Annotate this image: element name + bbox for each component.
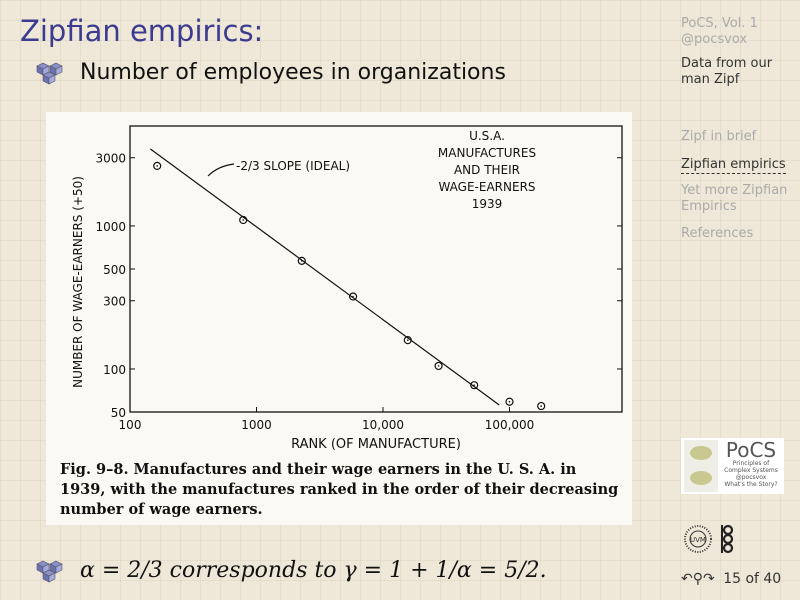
redo-icon[interactable]: ↷ bbox=[703, 571, 715, 587]
x-tick-label: 10,000 bbox=[362, 418, 404, 432]
bullet-text: Number of employees in organizations bbox=[80, 60, 506, 85]
chart: 100 1000 10,000 100,0005010030050010003000-… bbox=[71, 125, 623, 452]
x-axis-label: RANK (OF MANUFACTURE) bbox=[291, 437, 461, 452]
vermont-complex-systems-icon bbox=[721, 524, 734, 554]
sidebar-item-yet-more[interactable]: Yet more Zipfian Empirics bbox=[681, 183, 788, 214]
bullet-item: Number of employees in organizations bbox=[36, 60, 506, 85]
sidebar-subtitle: Data from our man Zipf bbox=[681, 56, 773, 87]
page-number: 15 of 40 bbox=[723, 571, 782, 587]
data-point-center bbox=[406, 339, 409, 341]
sidebar-item-zipf-in-brief[interactable]: Zipf in brief bbox=[681, 129, 757, 144]
data-point bbox=[239, 215, 248, 225]
x-tick-label: 100,000 bbox=[485, 418, 535, 432]
y-tick-label: 50 bbox=[111, 406, 126, 420]
bullet-item: α = 2/3 corresponds to γ = 1 + 1/α = 5/2… bbox=[36, 558, 547, 583]
svg-text:UVM: UVM bbox=[690, 536, 706, 544]
data-point-center bbox=[437, 365, 440, 367]
uvm-seal-icon: UVM bbox=[684, 525, 712, 553]
annotation-arrow bbox=[207, 163, 235, 177]
fish-icon bbox=[684, 440, 718, 492]
logo-text: Principles of Complex Systems @pocsvox What… bbox=[724, 460, 778, 488]
x-tick-label: 100 bbox=[119, 418, 142, 432]
y-tick-label: 500 bbox=[103, 263, 126, 277]
x-tick-label: 1000 bbox=[241, 418, 272, 432]
sidebar-course: PoCS, Vol. 1 bbox=[681, 16, 758, 31]
data-point bbox=[153, 161, 162, 170]
y-tick-label: 3000 bbox=[95, 152, 126, 166]
figure-caption: Fig. 9–8. Manufactures and their wage ea… bbox=[60, 461, 619, 518]
chart-title-line: AND THEIR bbox=[454, 163, 520, 177]
search-icon[interactable]: ⚲ bbox=[692, 571, 703, 587]
sidebar-handle: @pocsvox bbox=[681, 32, 748, 47]
pocs-logo: PoCS Principles of Complex Systems @pocsvo… bbox=[681, 438, 784, 494]
cube-bullet-icon bbox=[36, 62, 63, 84]
slide-title: Zipfian empirics: bbox=[20, 14, 264, 48]
data-point-center bbox=[300, 260, 303, 262]
figure: 100 1000 10,000 100,000 50 100 300 500 1000 3000-… bbox=[46, 112, 632, 525]
chart-title-line: MANUFACTURES bbox=[438, 146, 536, 160]
footer-nav: ↶⚲↷ 15 of 40 bbox=[681, 571, 781, 587]
data-point bbox=[434, 361, 443, 371]
chart-title-line: WAGE-EARNERS bbox=[438, 180, 535, 194]
data-point bbox=[348, 292, 358, 301]
data-point-center bbox=[473, 384, 476, 386]
data-point bbox=[470, 381, 479, 390]
logo-name: PoCS bbox=[725, 438, 777, 462]
y-tick-label: 1000 bbox=[95, 220, 126, 234]
data-point bbox=[537, 401, 546, 411]
data-point bbox=[297, 256, 306, 265]
sidebar-item-zipfian-empirics[interactable]: Zipfian empirics bbox=[681, 157, 786, 174]
chart-title-line: 1939 bbox=[472, 197, 503, 211]
data-point-center bbox=[156, 165, 158, 167]
ideal-slope-line bbox=[150, 148, 500, 406]
y-tick-label: 100 bbox=[103, 363, 126, 377]
undo-icon[interactable]: ↶ bbox=[681, 571, 693, 587]
slope-annotation: -2/3 SLOPE (IDEAL) bbox=[236, 159, 350, 173]
data-point-center bbox=[352, 295, 354, 298]
y-axis-label: NUMBER OF WAGE-EARNERS (+50) bbox=[71, 176, 85, 388]
plot-frame bbox=[129, 125, 623, 413]
sidebar-item-references[interactable]: References bbox=[681, 226, 754, 241]
cube-bullet-icon bbox=[36, 560, 63, 582]
data-point-center bbox=[508, 400, 511, 403]
chart-title-line: U.S.A. bbox=[469, 129, 505, 143]
data-point bbox=[505, 397, 514, 406]
data-point-center bbox=[540, 405, 542, 407]
bullet-text: α = 2/3 corresponds to γ = 1 + 1/α = 5/2… bbox=[80, 558, 547, 583]
data-point bbox=[403, 336, 412, 345]
data-point-center bbox=[242, 219, 245, 221]
y-tick-label: 300 bbox=[103, 295, 126, 309]
